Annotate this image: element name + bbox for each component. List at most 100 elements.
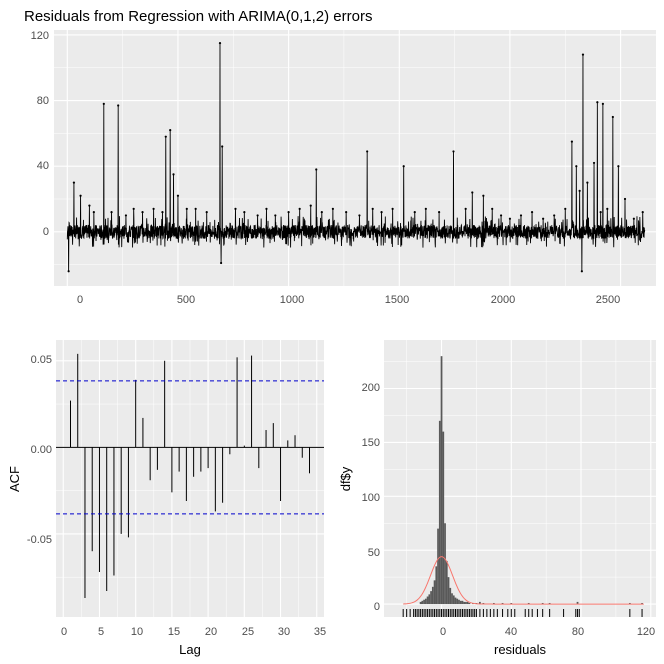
residuals-point: [132, 207, 135, 210]
residuals-point: [309, 204, 312, 207]
histogram-bar: [501, 602, 504, 605]
histogram-bar: [428, 594, 431, 605]
histogram-y-tick-label: 200: [362, 382, 380, 394]
histogram-bar: [437, 528, 439, 605]
acf-x-tick-label: 15: [168, 626, 180, 638]
residuals-point: [617, 165, 620, 168]
residuals-line: [66, 43, 646, 272]
residuals-point: [218, 42, 222, 45]
histogram-bar: [459, 600, 462, 605]
acf-y-axis: 0.05 0.00 -0.05: [27, 354, 52, 546]
histogram-y-tick-label: 150: [362, 437, 380, 449]
residuals-y-axis: 0 40 80 120: [31, 30, 49, 238]
residuals-point: [152, 207, 155, 210]
histogram-bar: [445, 560, 448, 605]
residuals-point: [570, 140, 573, 143]
histogram-bar: [424, 598, 427, 605]
residuals-point: [194, 207, 197, 210]
histogram-bar: [463, 601, 466, 605]
residuals-point: [499, 214, 503, 217]
histogram-bar: [548, 602, 551, 605]
histogram-bar: [458, 599, 460, 605]
histogram-x-tick-label: 0: [440, 626, 446, 638]
residuals-point: [508, 217, 512, 220]
residuals-point: [221, 145, 224, 148]
histogram-bar: [641, 602, 643, 605]
residuals-y-tick-label: 40: [37, 160, 49, 172]
residuals-point: [243, 211, 246, 214]
acf-x-tick-label: 5: [98, 626, 104, 638]
histogram-x-tick-label: 40: [505, 626, 517, 638]
residuals-point: [79, 194, 82, 197]
residuals-point: [164, 135, 167, 138]
residuals-point: [530, 211, 534, 214]
residuals-plot-title: Residuals from Regression with ARIMA(0,1…: [24, 8, 372, 25]
histogram-bar: [431, 586, 434, 605]
acf-x-tick-label: 30: [278, 626, 290, 638]
residuals-point: [580, 270, 583, 273]
residuals-x-axis: 0 500 1000 1500 2000 2500: [77, 294, 620, 306]
histogram-bar: [541, 602, 544, 605]
acf-x-axis: 0 5 10 15 20 25 30 35: [61, 626, 326, 638]
residuals-x-tick-label: 500: [177, 294, 195, 306]
histogram-x-tick-label: 120: [637, 626, 655, 638]
residuals-point: [124, 214, 128, 217]
residuals-point: [88, 204, 91, 207]
residuals-point: [172, 173, 175, 176]
histogram-bar: [482, 602, 485, 605]
histogram-bar: [435, 566, 438, 605]
residuals-point: [92, 211, 95, 214]
residuals-point: [623, 197, 627, 201]
histogram-bar: [430, 591, 432, 605]
residuals-point: [274, 214, 277, 217]
residuals-point: [371, 207, 374, 210]
histogram-y-axis: 0 50 100 150 200: [362, 382, 380, 613]
histogram-bar: [419, 601, 422, 605]
histogram-x-axis: 0 40 80 120: [440, 626, 655, 638]
histogram-bar: [468, 602, 471, 605]
histogram-grid: [384, 340, 656, 617]
histogram-bar: [527, 602, 530, 605]
histogram-bar: [461, 600, 464, 605]
acf-y-tick-label: -0.05: [27, 534, 52, 546]
residuals-point: [452, 150, 455, 153]
residuals-point: [464, 207, 467, 210]
histogram-bar: [444, 523, 446, 605]
residuals-y-tick-label: 120: [31, 30, 49, 42]
residuals-point: [578, 189, 581, 192]
residuals-point: [581, 53, 585, 56]
histogram-bar: [452, 595, 455, 605]
residuals-point: [141, 211, 144, 214]
residuals-point: [542, 217, 545, 220]
acf-x-axis-title: Lag: [179, 642, 201, 657]
residuals-point: [287, 211, 290, 214]
residuals-point: [471, 191, 474, 194]
histogram-bar: [438, 420, 441, 605]
histogram-bar: [466, 601, 469, 605]
residuals-point: [176, 194, 180, 197]
residuals-point: [331, 207, 334, 210]
residuals-point: [553, 214, 556, 217]
residuals-point: [575, 165, 578, 168]
residuals-point: [391, 207, 394, 210]
histogram-bar: [510, 602, 513, 605]
residuals-y-tick-label: 0: [43, 226, 49, 238]
histogram-bar: [442, 431, 445, 605]
histogram-bar: [628, 602, 631, 605]
acf-confidence-bounds: [56, 380, 324, 515]
histogram-x-tick-label: 80: [572, 626, 584, 638]
residuals-point: [256, 214, 259, 217]
residuals-point: [482, 194, 485, 197]
residuals-point: [161, 211, 164, 214]
residuals-point: [586, 181, 589, 184]
residuals-point: [596, 101, 599, 104]
residuals-point: [424, 207, 427, 210]
histogram-bar: [456, 598, 459, 605]
histogram-bar: [426, 596, 429, 605]
residuals-y-tick-label: 80: [37, 95, 49, 107]
residuals-point: [169, 129, 172, 132]
residuals-x-tick-label: 2000: [491, 294, 515, 306]
acf-bars: [56, 353, 324, 598]
acf-x-tick-label: 0: [61, 626, 67, 638]
residuals-point: [413, 211, 416, 214]
